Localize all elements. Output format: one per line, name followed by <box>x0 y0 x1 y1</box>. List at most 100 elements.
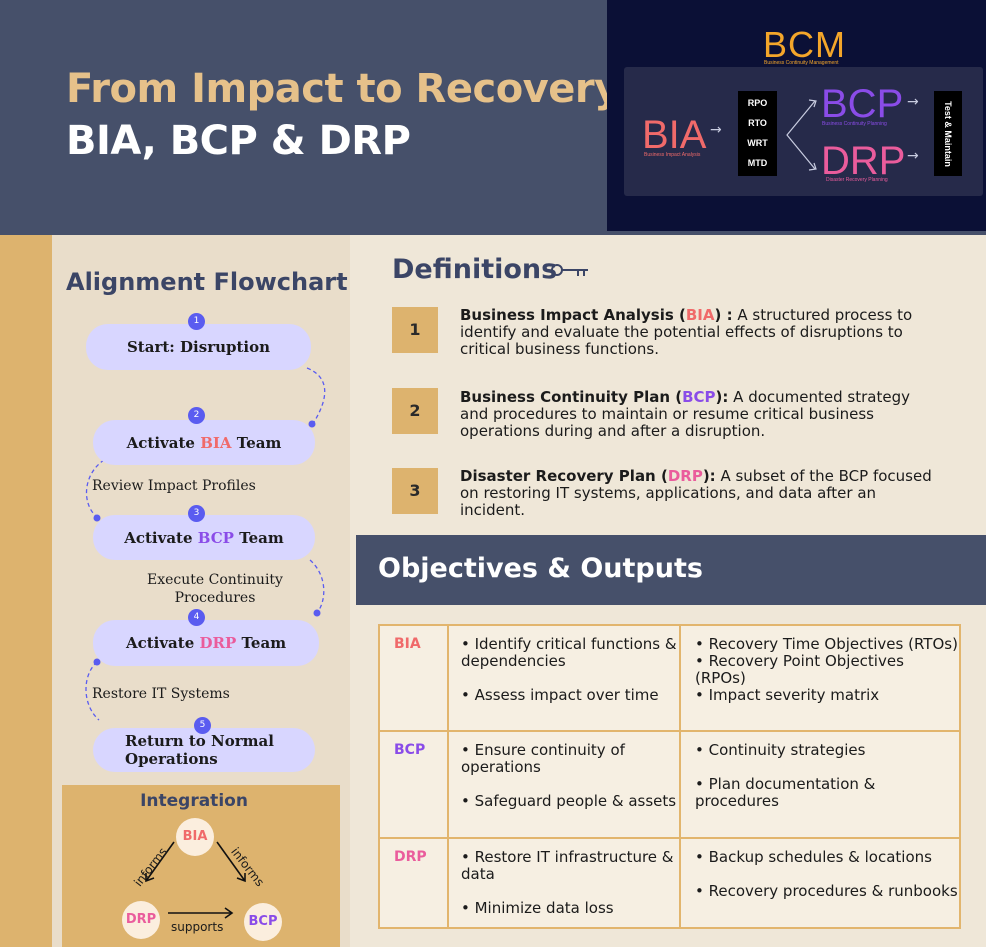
definition-bcp-text: A documented strategy and procedures to … <box>460 388 910 440</box>
metric-rpo: RPO <box>747 98 768 108</box>
integration-node-bia: BIA <box>176 818 214 856</box>
objective-item: • Identify critical functions & dependen… <box>461 635 677 670</box>
definition-drp-name-end: ): <box>702 467 716 485</box>
metric-rto: RTO <box>748 118 767 128</box>
flowchart-title: Alignment Flowchart <box>66 268 348 296</box>
definition-bia-abbr: BIA <box>685 306 715 324</box>
flow-step-1: Start: Disruption <box>86 324 311 370</box>
row-objectives: • Restore IT infrastructure & data • Min… <box>449 839 681 927</box>
arrow-right-icon: → <box>710 122 722 138</box>
bcm-bia-sub: Business Impact Analysis <box>644 152 701 158</box>
bcm-subtitle: Business Continuity Management <box>764 60 839 66</box>
flow-step-3-prefix: Activate <box>124 528 193 547</box>
definition-drp-name: Disaster Recovery Plan ( <box>460 467 668 485</box>
flow-step-4: Activate DRP Team <box>93 620 319 666</box>
row-objectives: • Ensure continuity of operations • Safe… <box>449 732 681 837</box>
branch-arrows-icon <box>786 99 817 171</box>
page-title-line2: BIA, BCP & DRP <box>66 118 411 164</box>
objective-item: • Assess impact over time <box>461 686 659 704</box>
definitions-title: Definitions <box>392 254 558 285</box>
flowchart-connectors <box>85 367 326 721</box>
row-outputs: • Recovery Time Objectives (RTOs) • Reco… <box>681 626 959 730</box>
definition-number-3: 3 <box>392 468 438 514</box>
flow-step-5-label: Return to Normal Operations <box>125 732 274 768</box>
flow-step-2-abbr: BIA <box>200 433 232 452</box>
integration-node-bcp: BCP <box>244 903 282 941</box>
flow-step-2: Activate BIA Team <box>93 420 315 465</box>
definition-bia-text: A structured process to identify and eva… <box>460 306 913 358</box>
arrow-right-icon: → <box>907 94 919 110</box>
row-outputs: • Backup schedules & locations • Recover… <box>681 839 959 927</box>
step-number-3: 3 <box>188 505 205 522</box>
metric-wrt: WRT <box>747 138 768 148</box>
test-maintain-box: Test & Maintain <box>934 91 962 176</box>
definition-bia-name: Business Impact Analysis ( <box>460 306 686 324</box>
bcm-bia-label: BIA <box>642 113 707 157</box>
definition-bcp: Business Continuity Plan (BCP): A docume… <box>460 389 940 440</box>
output-item: • Recovery Point Objectives (RPOs) <box>695 652 904 687</box>
step-number-1: 1 <box>188 313 205 330</box>
definition-number-2: 2 <box>392 388 438 434</box>
objectives-table: BIA • Identify critical functions & depe… <box>378 624 961 929</box>
flow-step-2-suffix: Team <box>236 433 282 452</box>
objectives-header: Objectives & Outputs <box>356 535 986 605</box>
key-icon <box>551 264 588 276</box>
flow-step-1-label: Start: Disruption <box>126 338 271 356</box>
arrow-right-icon: → <box>907 148 919 164</box>
bcm-bcp-label: BCP <box>821 82 904 126</box>
flow-note-restore: Restore IT Systems <box>92 686 230 702</box>
left-accent-strip <box>0 235 52 947</box>
bcm-inner-panel <box>624 67 983 196</box>
output-item: • Recovery procedures & runbooks <box>695 882 958 900</box>
integration-title: Integration <box>140 791 248 811</box>
definition-bia: Business Impact Analysis (BIA) : A struc… <box>460 307 940 358</box>
bcm-title: BCM <box>763 24 846 65</box>
row-outputs: • Continuity strategies • Plan documenta… <box>681 732 959 837</box>
row-objectives: • Identify critical functions & dependen… <box>449 626 681 730</box>
bcm-metrics-box: RPO RTO WRT MTD <box>738 91 777 176</box>
table-row: BCP • Ensure continuity of operations • … <box>380 732 959 839</box>
definition-drp: Disaster Recovery Plan (DRP): A subset o… <box>460 468 940 519</box>
integration-label-supports: supports <box>171 920 224 934</box>
row-key-bcp: BCP <box>380 732 449 837</box>
output-item: • Impact severity matrix <box>695 686 880 704</box>
table-row: BIA • Identify critical functions & depe… <box>380 626 959 732</box>
objective-item: • Safeguard people & assets <box>461 792 677 810</box>
flow-note-review: Review Impact Profiles <box>92 478 256 494</box>
page-title-line1: From Impact to Recovery: <box>66 66 636 112</box>
definition-drp-text: A subset of the BCP focused on restoring… <box>460 467 932 519</box>
row-key-drp: DRP <box>380 839 449 927</box>
bcm-drp-sub: Disaster Recovery Planning <box>826 177 888 183</box>
flow-step-4-abbr: DRP <box>199 634 237 652</box>
definition-drp-abbr: DRP <box>667 467 703 485</box>
flow-note-execute: Execute Continuity Procedures <box>147 572 283 606</box>
step-number-5: 5 <box>194 717 211 734</box>
flow-step-5: Return to Normal Operations <box>93 728 315 772</box>
definition-bcp-abbr: BCP <box>682 388 716 406</box>
objectives-title: Objectives & Outputs <box>378 553 703 584</box>
integration-arrows <box>145 841 246 919</box>
objective-item: • Minimize data loss <box>461 899 614 917</box>
test-maintain-label: Test & Maintain <box>943 100 953 167</box>
definition-bcp-name-end: ): <box>715 388 729 406</box>
output-item: • Continuity strategies <box>695 741 866 759</box>
output-item: • Recovery Time Objectives (RTOs) <box>695 635 958 653</box>
flow-step-3: Activate BCP Team <box>93 515 315 560</box>
table-row: DRP • Restore IT infrastructure & data •… <box>380 839 959 927</box>
definition-number-1: 1 <box>392 307 438 353</box>
row-key-bia: BIA <box>380 626 449 730</box>
definition-bia-name-end: ) : <box>714 306 733 324</box>
step-number-2: 2 <box>188 407 205 424</box>
flow-step-3-abbr: BCP <box>197 528 234 547</box>
definition-bcp-name: Business Continuity Plan ( <box>460 388 683 406</box>
objective-item: • Ensure continuity of operations <box>461 741 625 776</box>
integration-node-drp: DRP <box>122 901 160 939</box>
flow-step-2-prefix: Activate <box>126 433 195 452</box>
flow-step-3-suffix: Team <box>239 528 284 547</box>
flow-step-4-prefix: Activate <box>125 634 195 652</box>
objective-item: • Restore IT infrastructure & data <box>461 848 674 883</box>
bcm-bcp-sub: Business Continuity Planning <box>822 121 887 127</box>
metric-mtd: MTD <box>747 158 768 168</box>
output-item: • Backup schedules & locations <box>695 848 932 866</box>
flow-step-4-suffix: Team <box>241 634 287 652</box>
